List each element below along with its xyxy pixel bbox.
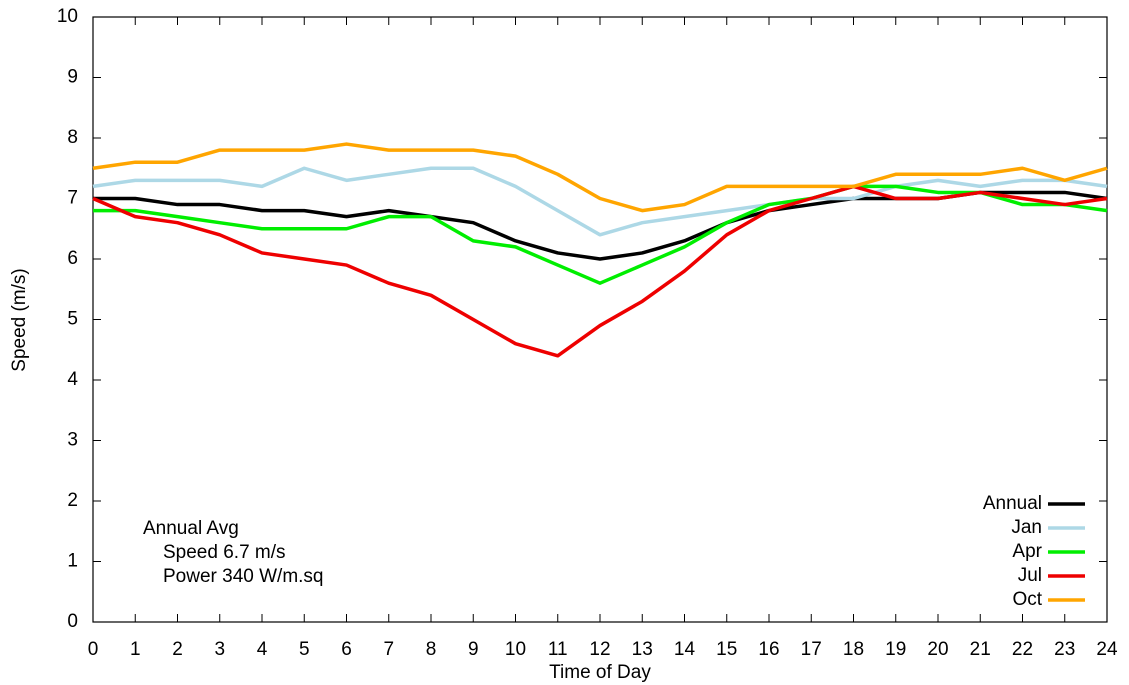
x-axis-label: Time of Day	[549, 662, 651, 683]
annotation: Power 340 W/m.sq	[163, 566, 324, 587]
y-tick-label: 10	[57, 6, 78, 27]
legend-label: Annual	[983, 493, 1042, 514]
x-tick-label: 23	[1054, 639, 1075, 660]
x-tick-label: 0	[88, 639, 99, 660]
x-tick-label: 3	[214, 639, 225, 660]
x-tick-label: 2	[172, 639, 183, 660]
x-tick-label: 1	[130, 639, 141, 660]
series-line	[92, 142, 1108, 213]
x-tick-label: 10	[505, 639, 526, 660]
x-tick-label: 4	[257, 639, 268, 660]
series-line	[92, 184, 1108, 358]
y-tick-label: 4	[67, 369, 78, 390]
y-tick-label: 0	[67, 611, 78, 632]
x-tick-label: 9	[468, 639, 479, 660]
y-tick-label: 7	[67, 188, 78, 209]
plot-frame	[92, 16, 1108, 623]
x-tick-label: 21	[970, 639, 991, 660]
annotation: Speed 6.7 m/s	[163, 542, 286, 563]
series-line	[93, 184, 1108, 285]
x-tick-label: 14	[674, 639, 696, 660]
x-tick-label: 15	[716, 639, 737, 660]
y-tick-label: 3	[67, 430, 78, 451]
x-tick-label: 20	[927, 639, 948, 660]
x-tick-label: 18	[843, 639, 864, 660]
x-tick-label: 22	[1012, 639, 1033, 660]
x-tick-label: 16	[758, 639, 779, 660]
y-tick-label: 8	[67, 127, 78, 148]
x-tick-label: 13	[632, 639, 653, 660]
x-tick-label: 8	[426, 639, 437, 660]
legend-label: Oct	[1012, 589, 1042, 610]
x-tick-label: 6	[341, 639, 352, 660]
legend-label: Jan	[1011, 517, 1042, 538]
y-tick-label: 5	[67, 309, 78, 330]
x-tick-label: 17	[801, 639, 822, 660]
y-tick-label: 6	[67, 248, 78, 269]
y-tick-label: 1	[67, 551, 78, 572]
x-tick-label: 12	[589, 639, 610, 660]
series-line	[92, 166, 1108, 237]
legend-label: Apr	[1012, 541, 1042, 562]
y-axis-label: Speed (m/s)	[9, 268, 30, 371]
annotation: Annual Avg	[143, 518, 239, 539]
y-tick-label: 2	[67, 490, 78, 511]
x-tick-label: 7	[383, 639, 394, 660]
legend-label: Jul	[1018, 565, 1042, 586]
x-tick-label: 11	[548, 639, 568, 660]
x-tick-label: 19	[885, 639, 906, 660]
x-tick-label: 24	[1096, 639, 1118, 660]
x-tick-label: 5	[299, 639, 310, 660]
y-tick-label: 9	[67, 67, 78, 88]
